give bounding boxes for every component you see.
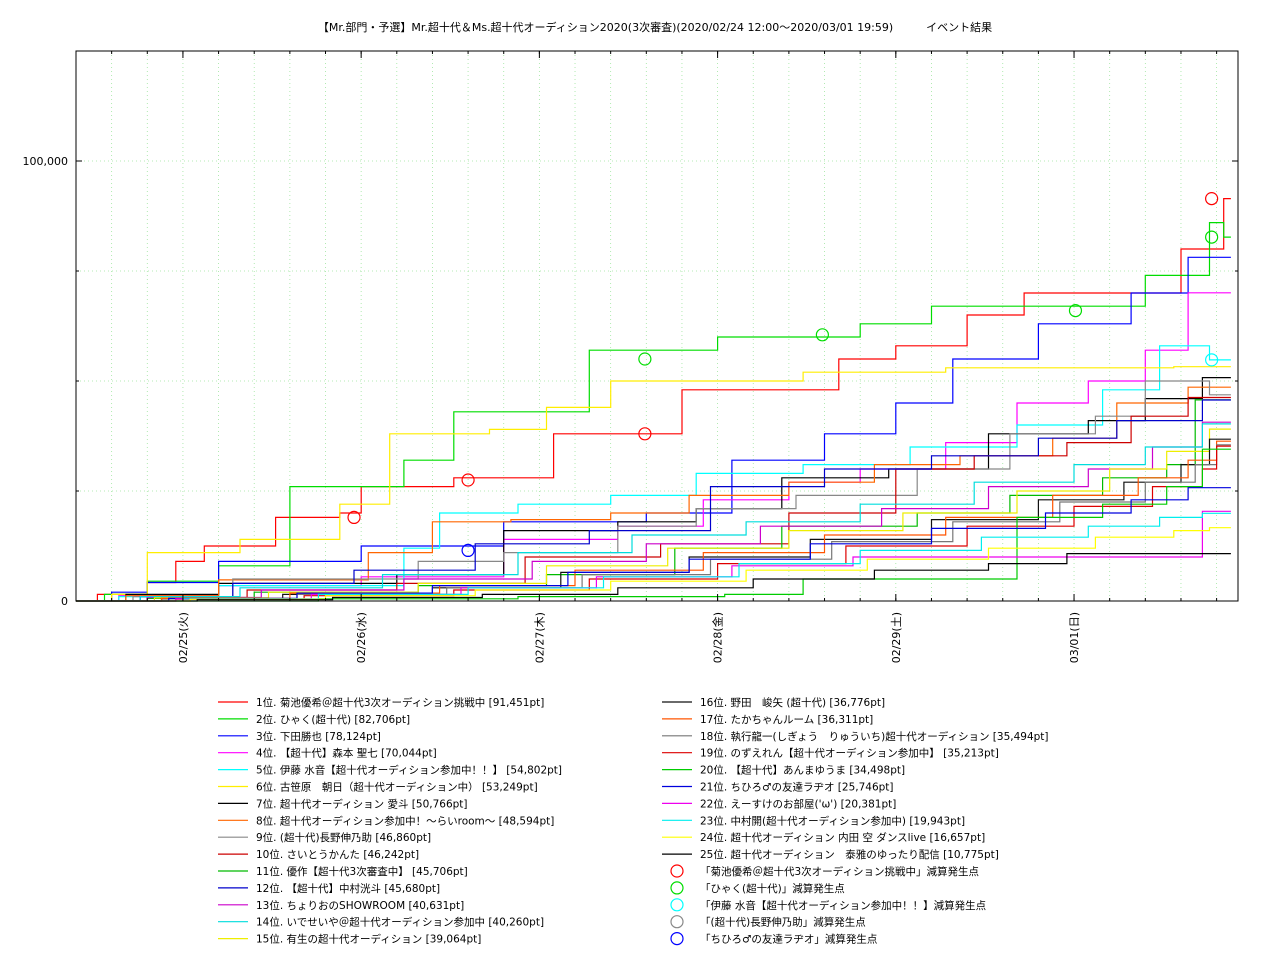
series-line	[76, 345, 1231, 602]
legend-entry: 10位. さいとうかんた [46,242pt]	[256, 848, 419, 861]
legend-marker-swatch	[670, 898, 684, 912]
deduction-marker	[1068, 304, 1083, 318]
legend-entry: 16位. 野田 峻矢 (超十代) [36,776pt]	[700, 696, 885, 709]
y-tick-label: 100,000	[23, 155, 69, 168]
legend-entry: 「ちひろ♂の友達ラヂオ」減算発生点	[700, 933, 877, 946]
series-line	[76, 445, 1231, 602]
legend-marker-swatch	[670, 881, 684, 895]
series-line	[76, 292, 1231, 602]
x-tick-label: 03/01(日)	[1068, 612, 1081, 663]
series-line	[76, 553, 1231, 602]
chart-title: 【Mr.部門・予選】Mr.超十代＆Ms.超十代オーディション2020(3次審査)…	[318, 20, 992, 34]
series-layer	[76, 198, 1231, 602]
series-line	[76, 386, 1231, 602]
legend-entry: 22位. えーすけのお部屋('ω') [20,381pt]	[700, 797, 896, 810]
legend-entry: 8位. 超十代オーディション参加中！～らいroom～ [48,594pt]	[256, 814, 554, 827]
deduction-marker	[638, 352, 652, 366]
legend-entry: 15位. 有生の超十代オーディション [39,064pt]	[256, 933, 481, 946]
plot-frame	[75, 50, 1239, 602]
legend-entry: 「ひゃく(超十代)」減算発生点	[700, 882, 845, 895]
legend-entry: 3位. 下田勝也 [78,124pt]	[256, 730, 381, 743]
series-line	[76, 377, 1231, 602]
series-line	[76, 423, 1231, 602]
legend-entry: 23位. 中村開(超十代オーディション参加中) [19,943pt]	[700, 814, 965, 827]
series-line	[76, 366, 1231, 602]
legend-entry: 「伊藤 水音【超十代オーディション参加中！！】減算発生点	[700, 899, 986, 912]
x-tick-label: 02/27(木)	[533, 612, 546, 663]
x-tick-label: 02/26(水)	[355, 612, 368, 663]
series-line	[76, 448, 1231, 602]
axes: 0 100,000 02/25(火) 02/26(水) 02/27(木) 02/28(金)…	[23, 51, 1238, 663]
series-line	[76, 396, 1231, 602]
x-tick-label: 02/25(火)	[177, 612, 190, 663]
deduction-marker	[638, 427, 652, 441]
legend-entry: 「(超十代)長野伸乃助」減算発生点	[700, 916, 866, 929]
legend-entry: 21位. ちひろ♂の友達ラヂオ [25,746pt]	[700, 781, 894, 794]
legend-entry: 2位. ひゃく(超十代) [82,706pt]	[256, 713, 410, 726]
deduction-marker	[461, 473, 475, 487]
series-line	[76, 421, 1231, 602]
legend-entry: 14位. いでせいや＠超十代オーディション参加中 [40,260pt]	[256, 916, 544, 929]
legend: 1位. 菊池優希＠超十代3次オーディション挑戦中 [91,451pt] 2位. ひ…	[218, 696, 1049, 946]
legend-entry: 6位. 古笹原 朝日（超十代オーディション中） [53,249pt]	[256, 781, 538, 794]
x-tick-label: 02/28(金)	[711, 612, 725, 663]
series-line	[76, 399, 1231, 602]
legend-marker-swatch	[670, 931, 684, 946]
marker-layer	[347, 192, 1219, 558]
series-line	[76, 512, 1231, 602]
series-line	[76, 444, 1231, 602]
deduction-marker	[1205, 192, 1219, 206]
legend-entry: 13位. ちょりおのSHOWROOM [40,631pt]	[256, 899, 464, 912]
legend-entry: 9位. (超十代)長野伸乃助 [46,860pt]	[256, 831, 431, 844]
series-line	[76, 487, 1231, 602]
deduction-marker	[815, 328, 829, 342]
legend-entry: 4位. 【超十代】森本 聖七 [70,044pt]	[256, 747, 437, 760]
legend-entry: 1位. 菊池優希＠超十代3次オーディション挑戦中 [91,451pt]	[256, 696, 544, 709]
y-tick-label: 0	[61, 595, 68, 608]
legend-entry: 25位. 超十代オーディション 泰雅のゆったり配信 [10,775pt]	[700, 848, 999, 861]
legend-entry: 「菊池優希＠超十代3次オーディション挑戦中」減算発生点	[700, 865, 979, 878]
legend-entry: 20位. 【超十代】あんまゆうま [34,498pt]	[700, 764, 905, 777]
legend-entry: 19位. のずえれん【超十代オーディション参加中】 [35,213pt]	[700, 747, 999, 760]
deduction-marker	[461, 543, 475, 558]
series-line	[76, 256, 1231, 602]
legend-entry: 5位. 伊藤 水音【超十代オーディション参加中！！】 [54,802pt]	[256, 764, 562, 777]
legend-entry: 7位. 超十代オーディション 愛斗 [50,766pt]	[256, 797, 468, 810]
legend-entry: 12位. 【超十代】中村洸斗 [45,680pt]	[256, 882, 440, 895]
series-line	[76, 527, 1231, 602]
series-line	[76, 428, 1231, 602]
series-line	[76, 198, 1231, 602]
legend-entry: 24位. 超十代オーディション 内田 空 ダンスlive [16,657pt]	[700, 831, 985, 844]
x-tick-label: 02/29(土)	[890, 612, 903, 663]
series-line	[76, 399, 1231, 602]
deduction-marker	[1205, 353, 1219, 367]
legend-marker-swatch	[670, 864, 684, 878]
legend-marker-swatch	[670, 915, 684, 929]
deduction-marker	[347, 510, 361, 525]
grid-lines	[75, 51, 1238, 601]
legend-entry: 18位. 執行龍一(しぎょう りゅういち)超十代オーディション [35,494p…	[700, 730, 1049, 743]
deduction-marker	[1205, 230, 1219, 244]
legend-entry: 17位. たかちゃんルーム [36,311pt]	[700, 713, 873, 726]
legend-entry: 11位. 優作【超十代3次審査中】 [45,706pt]	[256, 865, 468, 878]
